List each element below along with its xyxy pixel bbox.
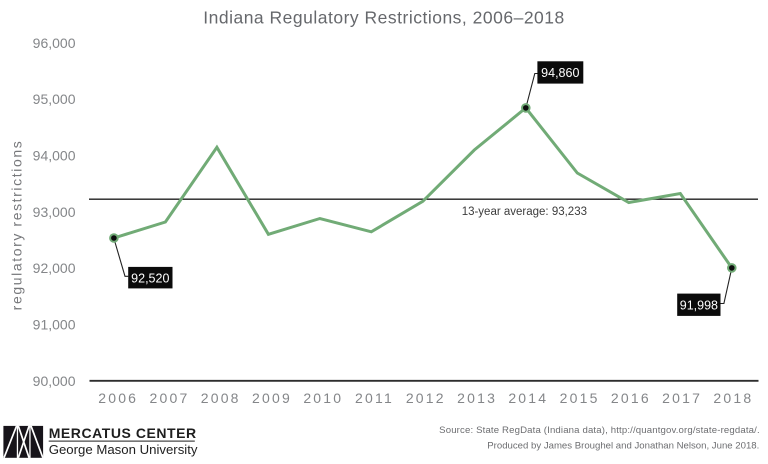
svg-text:91,998: 91,998 — [680, 299, 718, 313]
svg-text:Produced by James Broughel and: Produced by James Broughel and Jonathan … — [487, 441, 759, 452]
svg-text:2013: 2013 — [457, 390, 497, 406]
svg-text:regulatory restrictions: regulatory restrictions — [9, 140, 25, 311]
svg-text:Indiana Regulatory Restriction: Indiana Regulatory Restrictions, 2006–20… — [203, 8, 565, 28]
svg-text:92,520: 92,520 — [131, 271, 169, 285]
svg-text:Source: State RegData (Indiana: Source: State RegData (Indiana data), ht… — [439, 425, 760, 436]
svg-text:2018: 2018 — [713, 390, 753, 406]
svg-text:2010: 2010 — [303, 390, 343, 406]
svg-text:2007: 2007 — [150, 390, 190, 406]
svg-text:2016: 2016 — [611, 390, 651, 406]
svg-text:92,000: 92,000 — [33, 260, 76, 276]
svg-text:2017: 2017 — [662, 390, 702, 406]
svg-text:2014: 2014 — [508, 390, 548, 406]
svg-text:94,000: 94,000 — [33, 148, 76, 164]
svg-text:2009: 2009 — [252, 390, 292, 406]
svg-text:2006: 2006 — [98, 390, 138, 406]
svg-text:MERCATUS CENTER: MERCATUS CENTER — [49, 425, 197, 441]
svg-text:2011: 2011 — [355, 390, 394, 406]
svg-text:George Mason University: George Mason University — [49, 442, 198, 457]
svg-text:93,000: 93,000 — [33, 204, 76, 220]
svg-text:2015: 2015 — [560, 390, 600, 406]
svg-text:90,000: 90,000 — [33, 373, 76, 389]
svg-text:13-year average: 93,233: 13-year average: 93,233 — [462, 206, 587, 218]
svg-text:2012: 2012 — [406, 390, 446, 406]
svg-text:94,860: 94,860 — [541, 66, 579, 80]
svg-text:96,000: 96,000 — [33, 35, 76, 51]
svg-text:95,000: 95,000 — [33, 91, 76, 107]
svg-text:2008: 2008 — [201, 390, 241, 406]
svg-text:91,000: 91,000 — [33, 317, 76, 333]
